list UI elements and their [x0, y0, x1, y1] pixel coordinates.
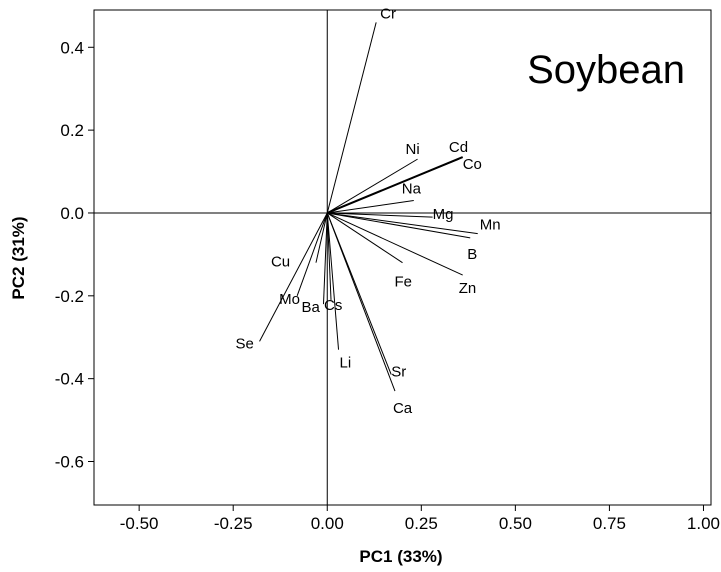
y-tick-label: 0.0	[60, 204, 84, 223]
x-tick-label: -0.50	[120, 514, 159, 533]
vector-label-se: Se	[236, 335, 254, 352]
y-tick-label: -0.4	[55, 370, 84, 389]
vector-label-cs: Cs	[324, 297, 342, 314]
vector-cs	[326, 212, 332, 300]
x-tick-label: 0.75	[593, 514, 626, 533]
vector-label-b: B	[467, 246, 477, 263]
vector-label-na: Na	[402, 181, 422, 198]
vector-label-cr: Cr	[380, 5, 396, 22]
vector-mo	[296, 212, 328, 296]
x-tick-label: -0.25	[214, 514, 253, 533]
vector-na	[327, 200, 414, 214]
vector-label-ca: Ca	[393, 400, 413, 417]
vector-ba	[322, 212, 328, 305]
vector-label-zn: Zn	[459, 280, 477, 297]
vector-label-fe: Fe	[395, 274, 413, 291]
vector-cu	[315, 212, 328, 263]
x-tick-label: 0.50	[499, 514, 532, 533]
vector-fe	[326, 212, 403, 264]
vector-mn	[327, 212, 478, 235]
y-tick-label: -0.2	[55, 287, 84, 306]
y-tick-label: 0.2	[60, 121, 84, 140]
vector-label-mn: Mn	[480, 217, 501, 234]
vector-label-li: Li	[340, 355, 352, 372]
x-tick-label: 0.00	[311, 514, 344, 533]
axes-layer: -0.50 -0.25 0.00 0.25 0.50 0.75 1.00 0.4 0.2 0.0 -…	[55, 10, 720, 533]
vector-li	[326, 212, 340, 350]
vector-co	[326, 156, 464, 214]
x-axis-title: PC1 (33%)	[359, 547, 442, 566]
x-tick-label: 1.00	[687, 514, 720, 533]
vector-label-cd: Cd	[449, 139, 468, 156]
vector-ni	[326, 158, 418, 214]
vector-label-sr: Sr	[391, 364, 406, 381]
vector-label-ni: Ni	[406, 141, 420, 158]
x-tick-label: 0.25	[405, 514, 438, 533]
vector-se	[259, 212, 328, 342]
y-tick-label: -0.6	[55, 453, 84, 472]
chart-title: Soybean	[527, 48, 685, 92]
plot-frame-layer	[93, 9, 712, 506]
vector-zn	[327, 212, 463, 276]
vector-ca	[326, 212, 396, 392]
plot-frame	[93, 9, 712, 506]
vector-b	[327, 212, 471, 239]
vector-label-co: Co	[463, 156, 482, 173]
vector-label-mg: Mg	[433, 206, 454, 223]
y-axis-title: PC2 (31%)	[9, 216, 28, 299]
vector-label-cu: Cu	[271, 254, 290, 271]
vector-cr	[326, 22, 377, 214]
vector-label-ba: Ba	[301, 299, 320, 316]
y-tick-label: 0.4	[60, 38, 84, 57]
vector-mg	[327, 212, 433, 218]
